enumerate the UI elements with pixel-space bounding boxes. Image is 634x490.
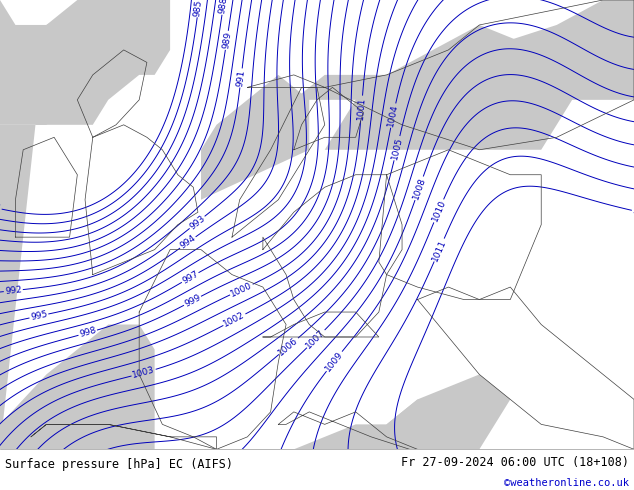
Text: 1009: 1009: [323, 349, 345, 373]
Text: 1006: 1006: [277, 335, 300, 357]
Text: 989: 989: [221, 31, 233, 49]
Text: ©weatheronline.co.uk: ©weatheronline.co.uk: [504, 478, 629, 488]
Text: Fr 27-09-2024 06:00 UTC (18+108): Fr 27-09-2024 06:00 UTC (18+108): [401, 456, 629, 469]
Text: 985: 985: [193, 0, 204, 17]
Text: 1003: 1003: [131, 366, 156, 380]
Text: 984: 984: [0, 201, 2, 213]
Text: 992: 992: [4, 285, 22, 296]
Text: 994: 994: [178, 234, 197, 251]
Polygon shape: [325, 25, 572, 150]
Text: 1000: 1000: [229, 281, 254, 298]
Text: 1011: 1011: [430, 238, 448, 262]
Text: 997: 997: [181, 270, 200, 286]
Text: 988: 988: [217, 0, 229, 14]
Text: 993: 993: [188, 214, 207, 231]
Text: 1004: 1004: [386, 103, 400, 128]
Polygon shape: [0, 0, 201, 125]
Text: 1005: 1005: [390, 136, 404, 160]
Text: 998: 998: [78, 326, 97, 340]
Text: 1012: 1012: [632, 206, 634, 220]
Polygon shape: [0, 0, 170, 449]
Polygon shape: [201, 75, 309, 200]
Text: 1002: 1002: [222, 311, 247, 329]
Polygon shape: [155, 399, 433, 449]
Polygon shape: [371, 374, 510, 449]
Text: 999: 999: [183, 293, 202, 309]
Text: 1008: 1008: [411, 176, 427, 200]
Polygon shape: [0, 324, 155, 449]
Text: 991: 991: [236, 69, 247, 87]
Text: Surface pressure [hPa] EC (AIFS): Surface pressure [hPa] EC (AIFS): [5, 458, 233, 471]
Text: 1001: 1001: [356, 96, 367, 120]
Polygon shape: [247, 0, 634, 100]
Text: 1007: 1007: [304, 328, 327, 350]
Text: 995: 995: [30, 310, 48, 322]
Text: 1010: 1010: [430, 198, 448, 223]
